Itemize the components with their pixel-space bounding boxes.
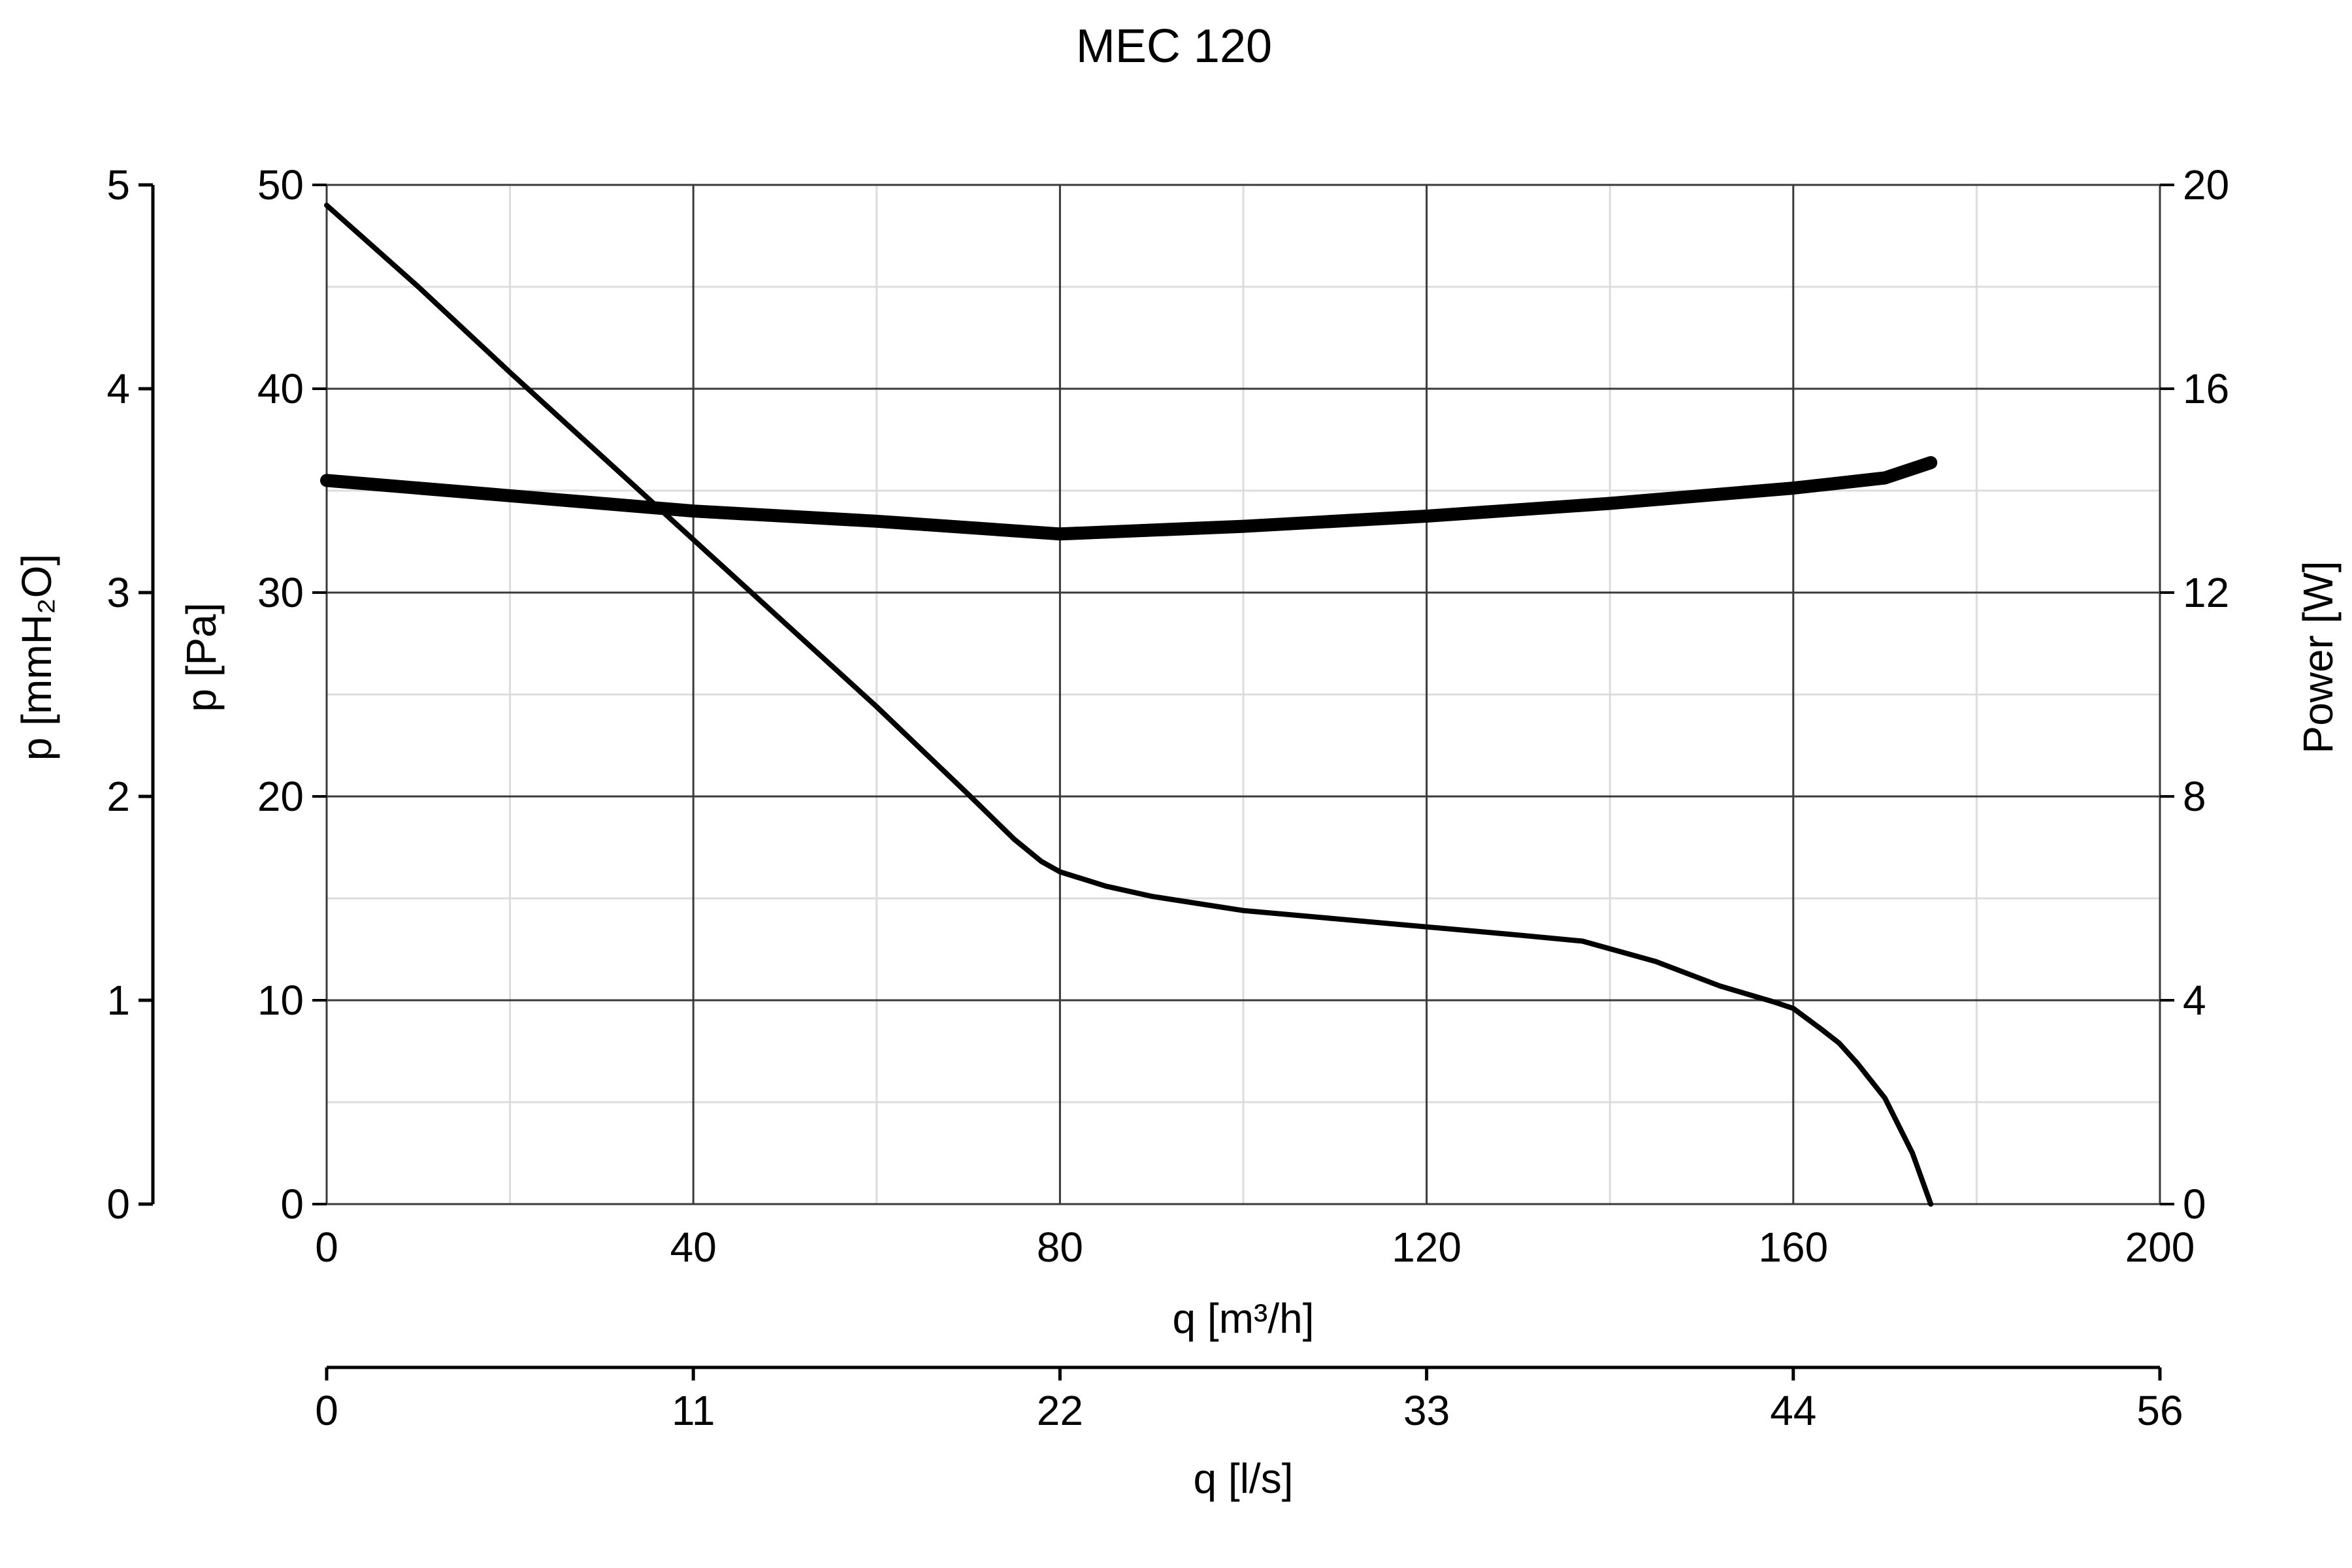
y-secondary-tick-label: 0 xyxy=(106,1181,130,1228)
minor-grid xyxy=(327,185,2160,1204)
y-axis-right-label: Power [W] xyxy=(2295,561,2342,753)
y-secondary-tick-label: 2 xyxy=(106,773,130,820)
y-right-tick-label: 0 xyxy=(2183,1181,2206,1228)
y-right-tick-label: 8 xyxy=(2183,773,2206,820)
x-secondary-tick-label: 44 xyxy=(1770,1387,1816,1434)
power-curve xyxy=(320,456,1938,541)
x-secondary-tick-label: 0 xyxy=(315,1387,338,1434)
y-tick-label: 0 xyxy=(280,1181,304,1228)
pressure-curve xyxy=(324,203,1934,1207)
x-secondary-tick-label: 56 xyxy=(2136,1387,2183,1434)
axes xyxy=(139,183,2174,1380)
x-tick-label: 80 xyxy=(1037,1224,1083,1271)
x-tick-label: 0 xyxy=(315,1224,338,1271)
x-axis-secondary-label: q [l/s] xyxy=(1194,1455,1294,1502)
y-tick-label: 30 xyxy=(257,569,304,616)
chart-title: MEC 120 xyxy=(1076,20,1272,73)
x-tick-label: 160 xyxy=(1758,1224,1828,1271)
y-tick-label: 20 xyxy=(257,773,304,820)
x-secondary-tick-label: 33 xyxy=(1403,1387,1450,1434)
x-secondary-tick-label: 11 xyxy=(672,1387,715,1434)
x-axis-label: q [m³/h] xyxy=(1173,1295,1315,1342)
y-tick-label: 40 xyxy=(257,365,304,412)
y-tick-label: 10 xyxy=(257,977,304,1024)
y-secondary-tick-label: 3 xyxy=(106,569,130,616)
y-secondary-tick-label: 5 xyxy=(106,161,130,208)
x-tick-label: 40 xyxy=(670,1224,717,1271)
y-secondary-tick-label: 1 xyxy=(106,977,130,1024)
y-right-tick-label: 20 xyxy=(2183,161,2229,208)
y-secondary-tick-label: 4 xyxy=(106,365,130,412)
x-secondary-tick-label: 22 xyxy=(1037,1387,1083,1434)
y-axis-secondary-label: p [mmH₂O] xyxy=(13,554,60,760)
y-right-tick-label: 16 xyxy=(2183,365,2229,412)
curves xyxy=(320,203,1938,1207)
y-axis-label: p [Pa] xyxy=(178,602,225,711)
y-right-tick-label: 4 xyxy=(2183,977,2206,1024)
major-grid xyxy=(325,184,2161,1205)
y-right-tick-label: 12 xyxy=(2183,569,2229,616)
y-tick-label: 50 xyxy=(257,161,304,208)
x-tick-label: 120 xyxy=(1392,1224,1462,1271)
x-tick-label: 200 xyxy=(2125,1224,2195,1271)
